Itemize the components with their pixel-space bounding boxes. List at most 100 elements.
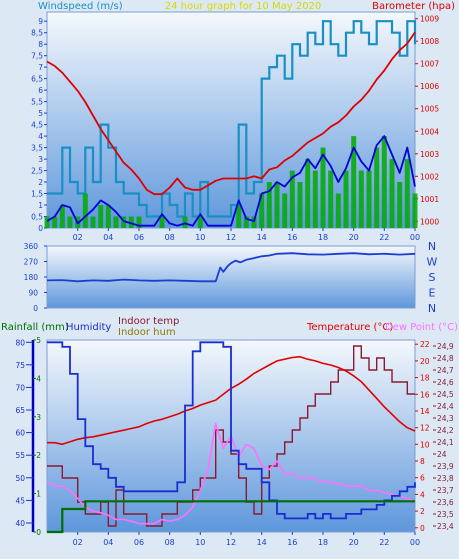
windspeed-tick-label: 1,5 [31, 190, 43, 199]
temperature-tick-label: 2 [420, 507, 425, 516]
barometer-tick-label: 1005 [420, 105, 439, 114]
wind-latest-bar [259, 193, 265, 228]
time-tick-label: 08 [165, 538, 175, 547]
barometer-tick-label: 1003 [420, 150, 439, 159]
humidity-tick-label: 65 [15, 406, 25, 415]
wind-time-axis-ticks: 02 04 06 08 10 12 14 16 18 20 22 00 [73, 228, 420, 242]
humidity-tick-label: 75 [15, 361, 25, 370]
wind-latest-bar [351, 136, 357, 228]
wind-latest-bar [243, 216, 249, 228]
direction-degree-ticks: 0 90 180 270 360 [24, 242, 47, 313]
wind-latest-bar [159, 216, 165, 228]
wind-latest-bar [82, 193, 88, 228]
time-tick-label: 14 [257, 538, 267, 547]
rainfall-tick-label: 5 [36, 336, 41, 345]
wind-latest-bar [59, 205, 65, 228]
direction-tick-label: 360 [24, 242, 39, 251]
windspeed-tick-label: 3,5 [31, 144, 43, 153]
time-tick-label: 22 [379, 538, 389, 547]
windspeed-tick-label: 6,5 [31, 75, 43, 84]
time-tick-label: 06 [134, 538, 144, 547]
time-tick-label: 14 [257, 233, 267, 242]
time-tick-label: 10 [195, 233, 205, 242]
barometer-tick-label: 1002 [420, 172, 439, 181]
windspeed-tick-label: 4,5 [31, 121, 43, 130]
temperature-tick-label: 20 [420, 357, 430, 366]
indoor-temp-tick-label: 24,5 [437, 390, 454, 399]
temperature-tick-label: 6 [420, 474, 425, 483]
barometer-tick-label: 1004 [420, 127, 439, 136]
temperature-axis-ticks: 0 2 4 6 8 10 12 14 16 18 20 22 [415, 340, 430, 533]
indoor-temp-tick-label: 23,7 [437, 486, 454, 495]
windspeed-tick-label: 5,5 [31, 98, 43, 107]
indoor-temp-tick-label: 24,2 [437, 426, 454, 435]
windspeed-tick-label: 0 [38, 224, 43, 233]
wind-latest-bar [297, 182, 303, 228]
wind-latest-bar [136, 216, 142, 228]
barometer-axis-label: Barometer (hpa) [372, 1, 455, 12]
temperature-tick-label: 8 [420, 457, 425, 466]
time-tick-label: 12 [226, 233, 236, 242]
wind-latest-bar [366, 170, 372, 228]
compass-label: E [429, 287, 436, 300]
time-tick-label: 00 [410, 538, 420, 547]
indoor-temp-tick-label: 24,3 [437, 414, 454, 423]
indoor-temp-tick-label: 24,1 [437, 438, 454, 447]
rainfall-axis-label: Rainfall (mm) [1, 322, 69, 333]
wind-latest-bar [236, 205, 242, 228]
wind-latest-bar [274, 182, 280, 228]
direction-tick-label: 180 [24, 273, 39, 282]
windspeed-tick-label: 4 [38, 132, 43, 141]
wind-pressure-series [44, 20, 418, 228]
humidity-line [47, 341, 416, 520]
compass-label: N [428, 240, 436, 253]
wind-latest-bar [397, 182, 403, 228]
wind-direction-line [46, 252, 416, 283]
windspeed-tick-label: 9 [38, 17, 43, 26]
barometer-tick-label: 1007 [420, 60, 439, 69]
wind-latest-bar [113, 216, 119, 228]
indoor-temp-tick-label: 24,6 [437, 378, 454, 387]
wind-latest-bar [90, 216, 96, 228]
wind-latest-bar [320, 147, 326, 228]
time-tick-label: 06 [134, 233, 144, 242]
wind-latest-bar [98, 205, 104, 228]
temp-time-axis-ticks: 02 04 06 08 10 12 14 16 18 20 22 00 [73, 532, 420, 547]
humidity-tick-label: 55 [15, 451, 25, 460]
rainfall-tick-label: 2 [36, 451, 41, 460]
windspeed-tick-label: 5 [38, 109, 43, 118]
wind-latest-bar [312, 170, 318, 228]
time-tick-label: 02 [73, 233, 83, 242]
temperature-humidity-panel: Rainfall (mm) Humidity Indoor temp Indoo… [1, 316, 458, 547]
indoor-temp-axis-ticks: 23,4 23,5 23,6 23,7 23,8 23,9 24 24,1 24,2 24,3 24… [433, 342, 454, 531]
windspeed-tick-label: 2,5 [31, 167, 43, 176]
temperature-tick-label: 18 [420, 374, 430, 383]
indoor-temp-tick-label: 23,8 [437, 474, 454, 483]
rainfall-tick-label: 0 [36, 528, 41, 537]
compass-label: S [429, 271, 436, 284]
windspeed-tick-label: 0,5 [31, 213, 43, 222]
windspeed-tick-label: 2 [38, 178, 43, 187]
humidity-tick-label: 80 [15, 338, 25, 347]
wind-latest-bar [335, 193, 341, 228]
wind-latest-bar [412, 193, 418, 228]
time-tick-label: 16 [287, 538, 297, 547]
windspeed-axis-label: Windspeed (m/s) [38, 1, 123, 12]
humidity-tick-label: 40 [15, 519, 25, 528]
windspeed-tick-label: 8,5 [31, 29, 43, 38]
rainfall-tick-label: 3 [36, 413, 41, 422]
time-tick-label: 00 [410, 233, 420, 242]
barometer-tick-label: 1000 [420, 217, 439, 226]
time-tick-label: 20 [349, 233, 359, 242]
temperature-tick-label: 16 [420, 390, 430, 399]
compass-label: N [428, 302, 436, 315]
wind-direction-plot-area [46, 245, 416, 309]
indoor-hum-legend: Indoor hum [118, 327, 176, 338]
windspeed-tick-label: 7,5 [31, 52, 43, 61]
wind-latest-bar [305, 159, 311, 228]
barometer-tick-label: 1006 [420, 82, 439, 91]
